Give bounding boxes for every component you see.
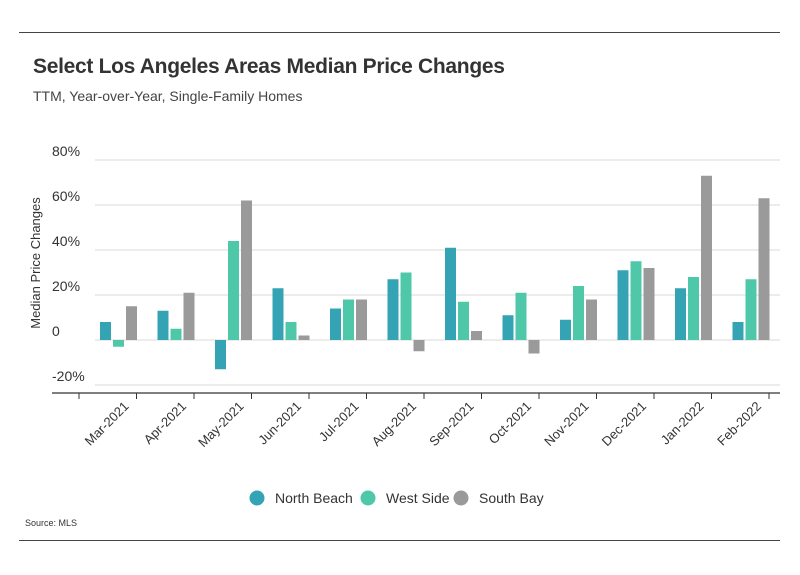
bar-south-bay: [356, 299, 367, 340]
bar-north-beach: [675, 288, 686, 340]
bar-north-beach: [617, 270, 629, 340]
bar-north-beach: [215, 340, 226, 370]
bar-west-side: [688, 277, 699, 340]
bar-south-bay: [126, 306, 137, 340]
bar-north-beach: [157, 310, 169, 340]
bar-north-beach: [387, 279, 399, 340]
bar-south-bay: [758, 198, 770, 340]
legend-swatch: [249, 490, 265, 506]
bar-west-side: [343, 299, 354, 340]
bar-south-bay: [586, 299, 597, 340]
x-tick-label: Aug-2021: [369, 399, 419, 449]
y-tick-label: 80%: [52, 143, 80, 159]
bar-north-beach: [445, 247, 456, 340]
x-tick-label: May-2021: [195, 399, 246, 450]
bar-south-bay: [701, 175, 712, 340]
x-tick-label: Jun-2021: [255, 399, 304, 448]
bar-west-side: [170, 328, 182, 340]
x-tick-label: Jul-2021: [316, 399, 362, 445]
bar-south-bay: [241, 200, 252, 340]
bar-south-bay: [471, 331, 482, 340]
bar-north-beach: [272, 288, 284, 340]
chart-title: Select Los Angeles Areas Median Price Ch…: [33, 55, 505, 78]
bar-west-side: [400, 272, 412, 340]
bar-north-beach: [330, 308, 341, 340]
bar-west-side: [630, 261, 642, 340]
x-tick-label: Nov-2021: [541, 399, 591, 449]
x-tick-label: Feb-2022: [714, 399, 764, 449]
bar-north-beach: [732, 322, 744, 340]
bar-west-side: [573, 286, 584, 340]
bar-west-side: [285, 322, 297, 340]
y-tick-label: 0: [52, 323, 60, 339]
chart-subtitle: TTM, Year-over-Year, Single-Family Homes: [33, 88, 303, 104]
bar-west-side: [228, 241, 239, 340]
x-tick-label: Apr-2021: [141, 399, 189, 447]
bar-south-bay: [413, 340, 425, 352]
top-rule: [19, 32, 780, 33]
bar-west-side: [745, 279, 757, 340]
bar-north-beach: [502, 315, 514, 340]
x-tick-label: Mar-2021: [82, 399, 132, 449]
y-tick-label: 60%: [52, 188, 80, 204]
y-tick-label: 20%: [52, 278, 80, 294]
bar-west-side: [458, 301, 469, 340]
bottom-rule: [19, 540, 780, 541]
source-note: Source: MLS: [25, 518, 78, 528]
bar-south-bay: [298, 335, 310, 340]
legend-label: West Side: [386, 490, 450, 506]
legend-label: South Bay: [479, 490, 544, 506]
y-axis-label: Median Price Changes: [28, 197, 43, 329]
bar-west-side: [515, 292, 527, 340]
legend-label: North Beach: [275, 490, 353, 506]
x-tick-label: Sep-2021: [426, 399, 476, 449]
bar-north-beach: [100, 322, 111, 340]
legend-swatch: [360, 490, 376, 506]
bar-south-bay: [528, 340, 540, 354]
bar-north-beach: [560, 319, 571, 340]
legend-swatch: [453, 490, 469, 506]
bar-west-side: [113, 340, 124, 347]
bar-south-bay: [183, 292, 195, 340]
x-tick-label: Jan-2022: [658, 399, 707, 448]
bar-south-bay: [643, 268, 655, 340]
y-tick-label: -20%: [52, 368, 85, 384]
x-tick-label: Oct-2021: [486, 399, 534, 447]
y-tick-label: 40%: [52, 233, 80, 249]
x-tick-label: Dec-2021: [599, 399, 649, 449]
